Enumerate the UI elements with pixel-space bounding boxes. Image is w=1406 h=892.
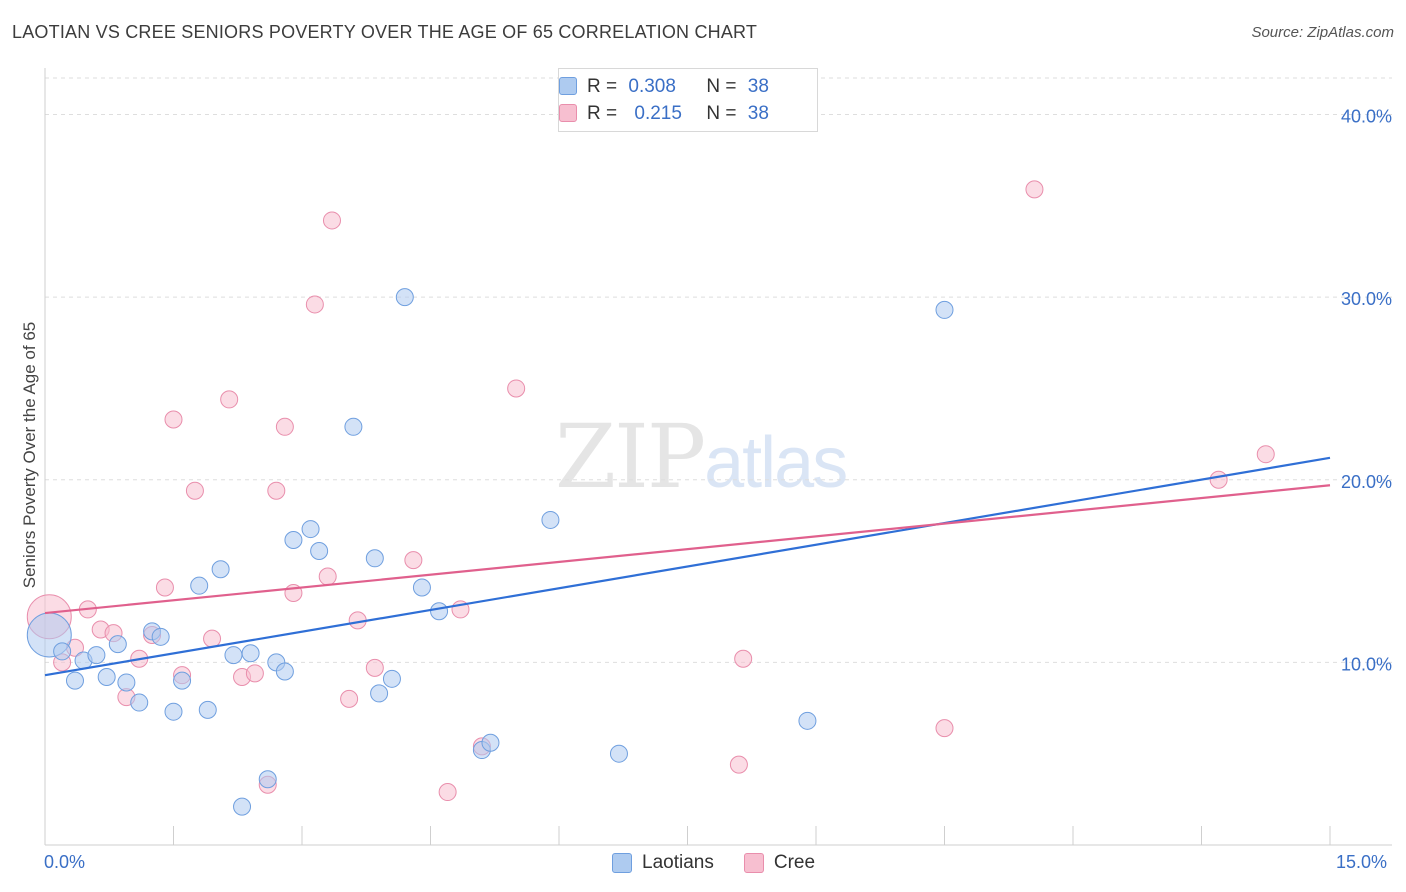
watermark: ZIPatlas <box>555 405 848 508</box>
cree-point <box>404 551 423 570</box>
trend-lines <box>44 456 1331 677</box>
series-legend: Laotians Cree <box>612 852 845 874</box>
laotians-point <box>53 642 72 661</box>
cree-point <box>729 755 748 774</box>
cree-point <box>275 417 294 436</box>
cree-point <box>318 567 337 586</box>
cree-point <box>935 719 954 738</box>
source-credit: Source: ZipAtlas.com <box>1251 24 1394 41</box>
cree-point <box>185 481 204 500</box>
cree-point <box>340 689 359 708</box>
cree-point <box>734 649 753 668</box>
r-value: 0.308 <box>628 76 676 97</box>
cree-legend-label: Cree <box>773 852 816 873</box>
y-tick-label: 30.0% <box>1341 289 1392 309</box>
cree-point <box>267 481 286 500</box>
laotians-point <box>541 510 560 529</box>
laotians-point <box>198 700 217 719</box>
cree-point <box>365 658 384 677</box>
laotians-point <box>412 578 431 597</box>
cree-point <box>1256 445 1275 464</box>
laotians-point <box>284 531 303 550</box>
laotians-point <box>344 417 363 436</box>
cree-point <box>1209 470 1228 489</box>
laotians-legend-label: Laotians <box>642 852 714 873</box>
laotians-point <box>224 646 243 665</box>
legend-row-cree: R = 0.215 N = 38 <box>559 102 769 126</box>
y-tick-label: 10.0% <box>1341 654 1392 674</box>
laotians-point <box>130 693 149 712</box>
laotians-point <box>430 602 449 621</box>
n-label: N = <box>706 103 737 124</box>
watermark-zip: ZIP <box>555 405 706 508</box>
n-value: 38 <box>747 76 769 97</box>
cree-swatch <box>559 104 577 122</box>
laotians-point <box>395 288 414 307</box>
cree-point <box>1025 180 1044 199</box>
laotians-point <box>233 797 252 816</box>
y-axis-label: Seniors Poverty Over the Age of 65 <box>20 321 39 589</box>
laotians-point <box>173 671 192 690</box>
legend-row-laotians: R = 0.308 N = 38 <box>559 75 769 99</box>
laotians-point <box>310 541 329 560</box>
cree-point <box>322 211 341 230</box>
laotians-swatch <box>559 77 577 95</box>
cree-point <box>203 629 222 648</box>
r-value: 0.215 <box>634 103 682 124</box>
cree-point <box>220 390 239 409</box>
watermark-atlas: atlas <box>704 423 848 503</box>
laotians-point <box>108 635 127 654</box>
laotians-point <box>382 669 401 688</box>
laotians-point <box>935 300 954 319</box>
laotians-point <box>301 520 320 539</box>
r-label: R = <box>587 103 618 124</box>
chart-title: LAOTIAN VS CREE SENIORS POVERTY OVER THE… <box>12 22 758 42</box>
y-tick-labels: 10.0% 20.0% 30.0% 40.0% <box>1341 107 1392 675</box>
laotians-legend-swatch <box>612 853 632 873</box>
laotians-point <box>190 576 209 595</box>
n-label: N = <box>706 76 737 97</box>
cree-trend-line <box>44 484 1331 615</box>
x-tick-label-max: 15.0% <box>1336 852 1388 872</box>
legend-item-cree: Cree <box>743 852 816 874</box>
laotians-point <box>370 684 389 703</box>
laotians-point <box>97 667 116 686</box>
laotians-point <box>609 744 628 763</box>
r-label: R = <box>587 76 618 97</box>
grid-lines <box>45 77 1392 663</box>
cree-point <box>164 410 183 429</box>
laotians-point <box>65 671 84 690</box>
laotians-point <box>211 560 230 579</box>
legend-item-laotians: Laotians <box>612 852 714 874</box>
laotians-point <box>365 549 384 568</box>
y-tick-label: 40.0% <box>1341 107 1392 127</box>
laotians-point <box>117 673 136 692</box>
cree-point <box>155 578 174 597</box>
laotians-point <box>798 711 817 730</box>
y-tick-label: 20.0% <box>1341 472 1392 492</box>
cree-point <box>245 664 264 683</box>
laotians-point <box>87 646 106 665</box>
laotians-trend-line <box>44 456 1331 677</box>
cree-point <box>438 783 457 802</box>
laotians-point <box>151 627 170 646</box>
cree-legend-swatch <box>743 853 764 873</box>
laotians-point <box>241 644 260 663</box>
correlation-legend: R = 0.308 N = 38 R = 0.215 N = 38 <box>558 68 818 132</box>
laotians-points <box>26 288 954 816</box>
laotians-point <box>258 770 277 789</box>
n-value: 38 <box>747 103 769 124</box>
laotians-point <box>275 662 294 681</box>
laotians-point <box>481 733 500 752</box>
cree-point <box>305 295 324 314</box>
axes <box>44 68 1392 846</box>
laotians-point <box>164 702 183 721</box>
cree-point <box>507 379 526 398</box>
x-tick-label-min: 0.0% <box>44 852 86 872</box>
